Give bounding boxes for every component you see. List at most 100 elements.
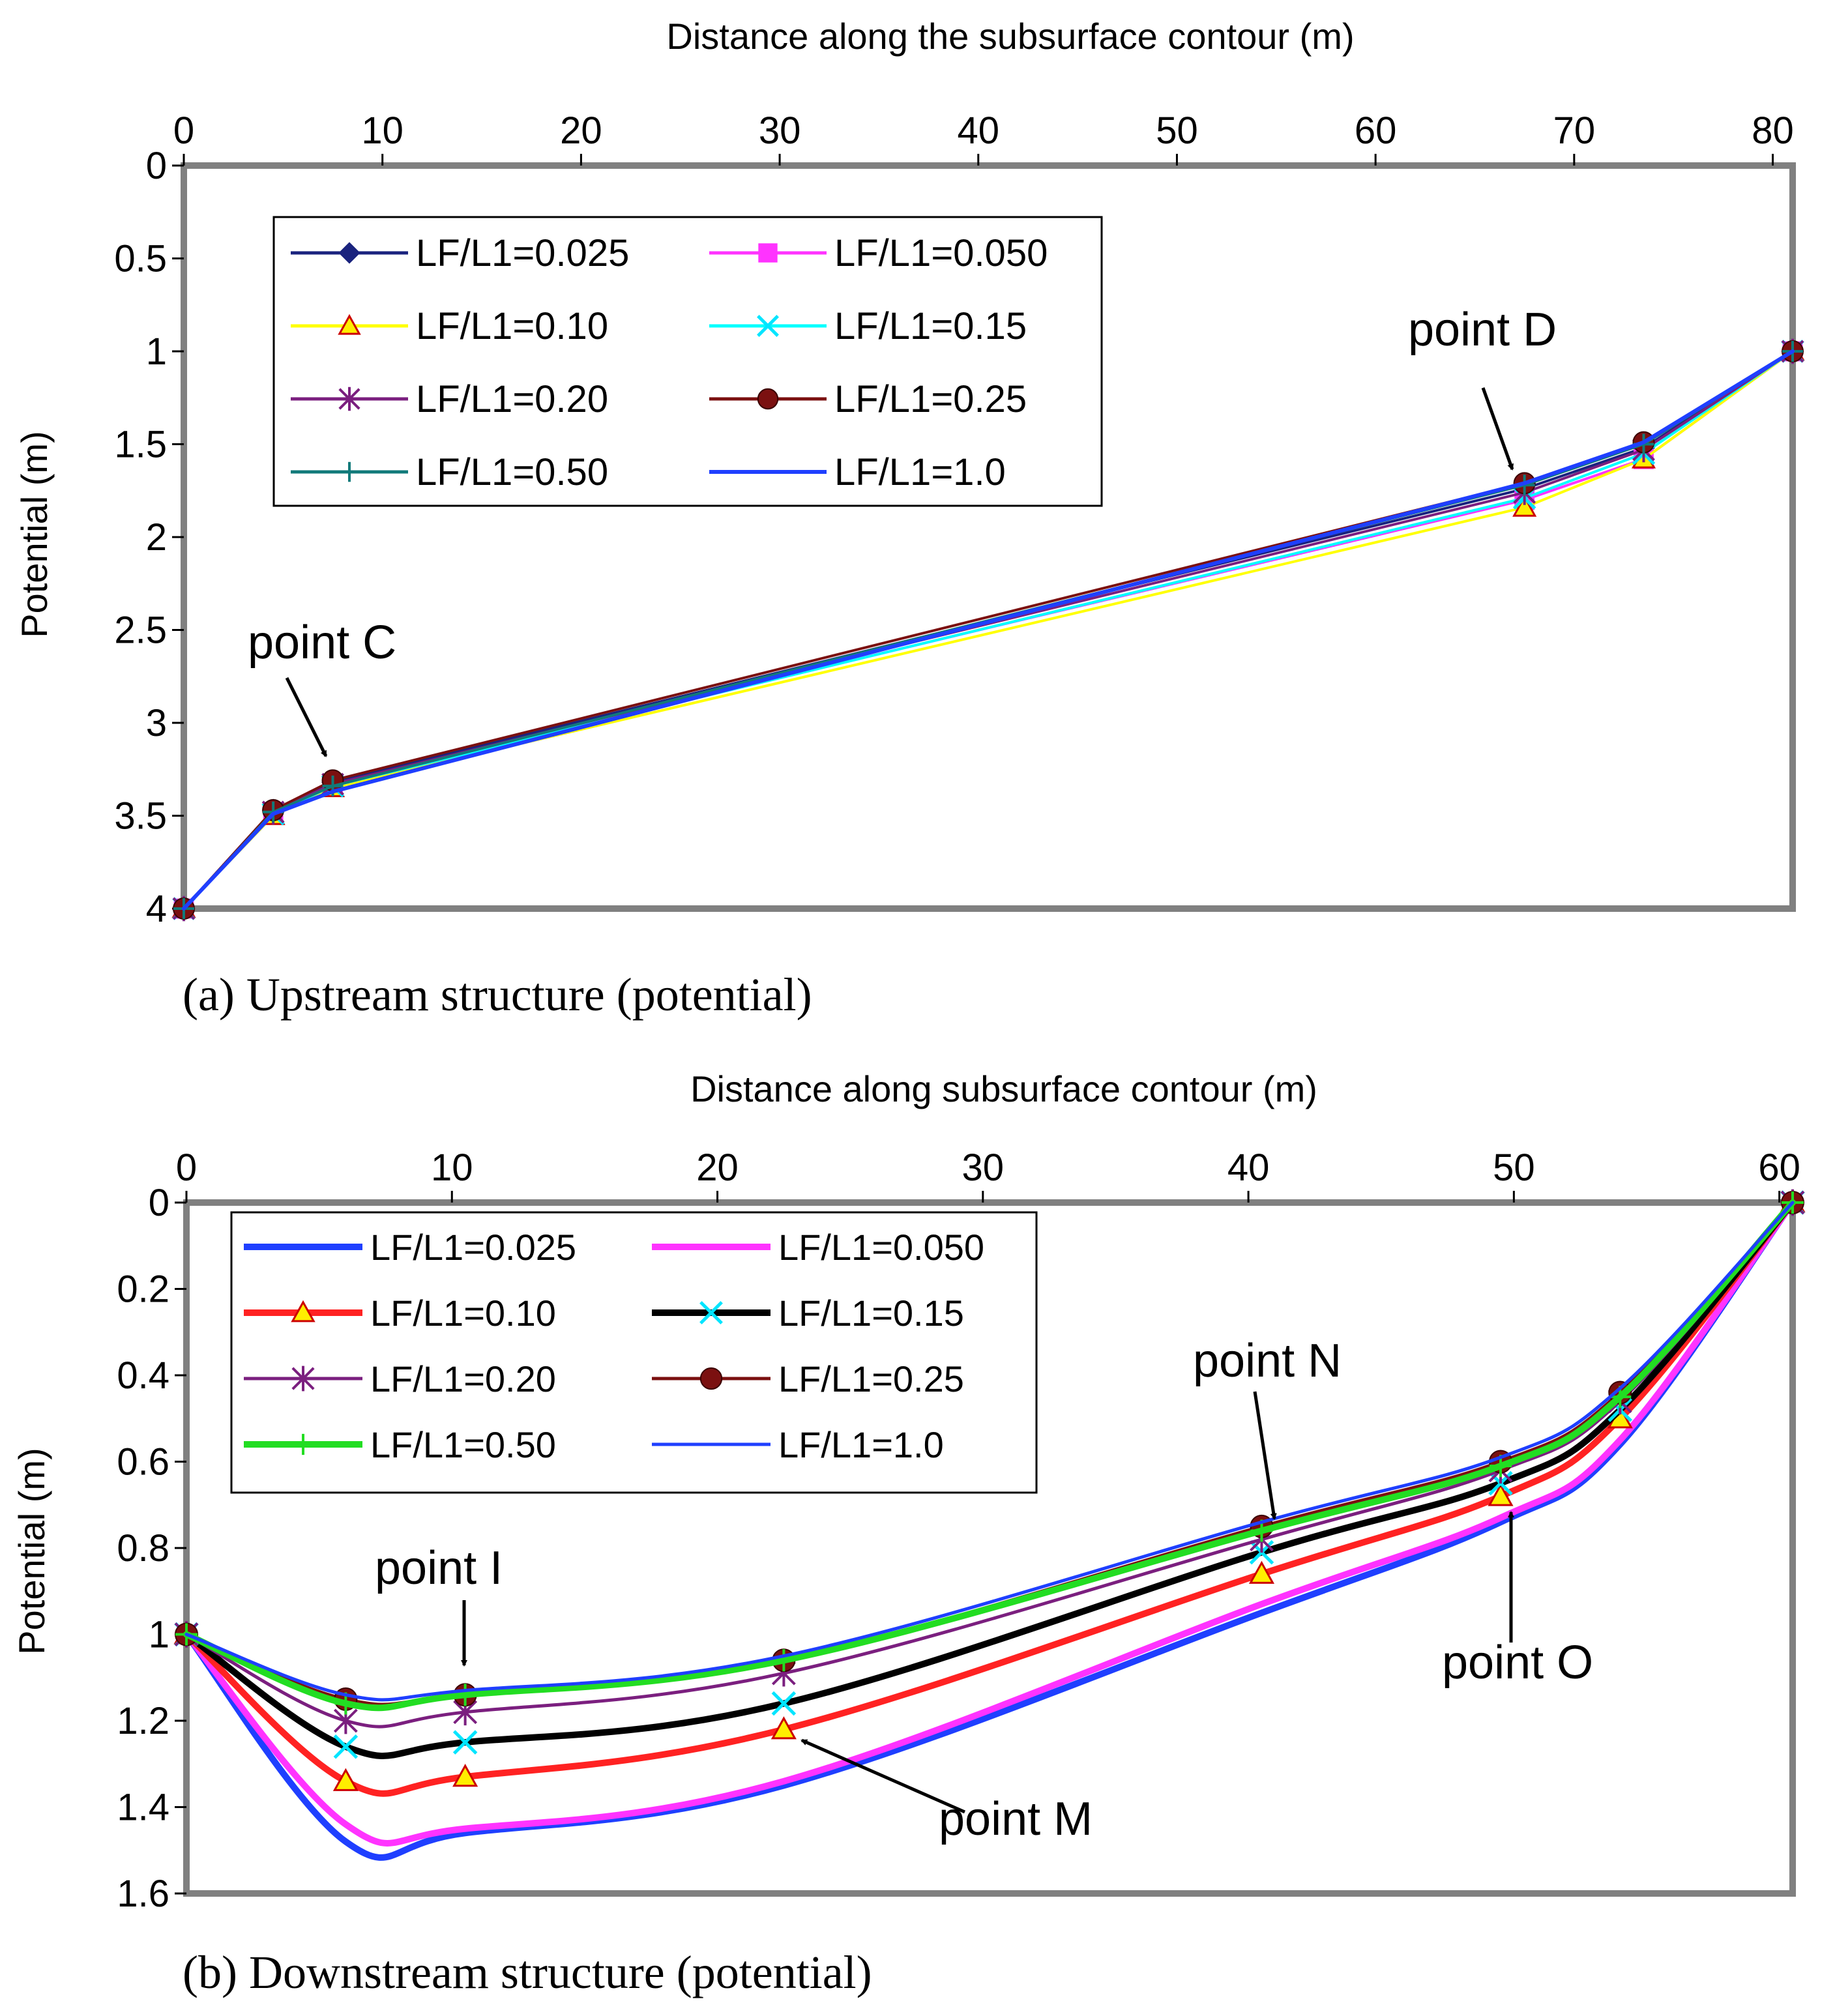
legend-marker-lf-l1-0-50 [292, 1433, 314, 1455]
annotation-point-o: point O [1442, 1637, 1593, 1689]
data-point-lf-l1-0-15 [452, 1730, 478, 1755]
legend-label-lf-l1-0-15: LF/L1=0.15 [834, 305, 1027, 347]
annotation-point-i: point I [375, 1542, 503, 1594]
legend-label-lf-l1-0-20: LF/L1=0.20 [416, 378, 608, 420]
series-line-lf-l1-1-0 [184, 1201, 1795, 1702]
x-tick-label: 0 [176, 1147, 197, 1189]
legend-marker-lf-l1-0-25 [699, 1367, 723, 1390]
x-tick-label: 50 [1493, 1147, 1535, 1189]
x-axis-title-downstream: Distance along subsurface contour (m) [690, 1068, 1317, 1109]
x-tick-label: 20 [696, 1147, 739, 1189]
legend-marker-lf-l1-0-25 [757, 388, 779, 410]
y-tick-label: 3 [146, 702, 167, 744]
legend-marker-lf-l1-0-10 [338, 314, 361, 335]
legend-marker-lf-l1-0-20 [291, 1366, 315, 1392]
x-tick-label: 30 [962, 1147, 1005, 1189]
data-point-lf-l1-0-10 [1248, 1560, 1274, 1584]
annotation-point-n: point N [1193, 1335, 1342, 1387]
y-tick-label: 0.5 [114, 238, 167, 280]
legend-marker-lf-l1-0-10 [291, 1300, 316, 1322]
annotation-point-c: point C [248, 617, 396, 669]
legend-label-lf-l1-0-025: LF/L1=0.025 [416, 232, 629, 274]
y-tick-label: 1.6 [117, 1873, 169, 1915]
legend-label-lf-l1-0-25: LF/L1=0.25 [834, 378, 1027, 420]
data-point-lf-l1-0-10 [332, 1768, 359, 1791]
x-tick-label: 70 [1553, 110, 1596, 152]
x-tick-label: 10 [431, 1147, 473, 1189]
x-tick-label: 10 [361, 110, 404, 152]
legend-label-lf-l1-0-050: LF/L1=0.050 [834, 232, 1048, 274]
legend-label-lf-l1-0-20: LF/L1=0.20 [370, 1358, 556, 1399]
legend-label-lf-l1-0-25: LF/L1=0.25 [778, 1358, 964, 1399]
legend-label-lf-l1-0-025: LF/L1=0.025 [370, 1227, 576, 1268]
series-line-lf-l1-0-10 [183, 1199, 1796, 1797]
legend-upstream [272, 216, 1103, 507]
y-tick-label: 0 [149, 1182, 169, 1224]
series-line-lf-l1-0-15 [183, 1199, 1796, 1759]
data-point-lf-l1-0-10 [1512, 495, 1537, 517]
caption-downstream: (b) Downstream structure (potential) [183, 1946, 872, 1998]
y-tick-label: 0 [146, 145, 167, 187]
legend-marker-lf-l1-0-15 [699, 1301, 723, 1324]
legend-label-lf-l1-0-50: LF/L1=0.50 [370, 1424, 556, 1465]
arrow-point-n [1253, 1391, 1277, 1520]
legend-label-lf-l1-0-50: LF/L1=0.50 [416, 451, 608, 493]
x-tick-label: 60 [1355, 110, 1397, 152]
legend-marker-lf-l1-0-20 [338, 387, 360, 411]
data-point-lf-l1-0-10 [452, 1764, 478, 1787]
x-tick-label: 40 [958, 110, 1000, 152]
y-tick-label: 1 [149, 1614, 169, 1656]
legend-marker-lf-l1-0-025 [338, 242, 360, 264]
arrow-point-m [800, 1738, 966, 1814]
series-line-lf-l1-0-20 [184, 1201, 1795, 1729]
x-tick-label: 30 [759, 110, 801, 152]
y-tick-label: 1.2 [117, 1700, 169, 1742]
series-line-lf-l1-0-50 [183, 1199, 1796, 1712]
data-point-lf-l1-0-10 [1488, 1483, 1514, 1506]
legend-label-lf-l1-0-10: LF/L1=0.10 [416, 305, 608, 347]
legend-marker-lf-l1-0-050 [758, 243, 778, 263]
legend-label-lf-l1-0-050: LF/L1=0.050 [778, 1227, 984, 1268]
chart-upstream: 0 10 20 30 40 50 60 70 80 0 0.5 1 1.5 2 2.5 3 3.5 4 Dista… [14, 16, 1805, 1021]
legend-label-lf-l1-1-0: LF/L1=1.0 [834, 451, 1006, 493]
legend-marker-lf-l1-0-15 [757, 315, 779, 337]
y-tick-label: 1.5 [114, 424, 167, 466]
y-tick-label: 0.8 [117, 1527, 169, 1570]
y-tick-label: 1.4 [117, 1787, 169, 1829]
chart-downstream: 0 10 20 30 40 50 60 0 0.2 0.4 0.6 0.8 1 1.2 1.4 1.6 Dis… [11, 1068, 1806, 1998]
arrow-point-c [285, 677, 328, 757]
data-point-lf-l1-0-15 [771, 1691, 797, 1716]
y-tick-label: 0.2 [117, 1268, 169, 1311]
x-tick-label: 60 [1758, 1147, 1800, 1189]
y-tick-label: 2 [146, 516, 167, 559]
y-tick-label: 0.6 [117, 1441, 169, 1483]
x-tick-label: 50 [1156, 110, 1198, 152]
data-point-lf-l1-0-50 [454, 1684, 477, 1706]
annotation-point-m: point M [939, 1793, 1093, 1845]
y-tick-label: 2.5 [114, 609, 167, 652]
data-point-lf-l1-0-15 [333, 1734, 359, 1759]
arrow-point-d [1481, 387, 1514, 471]
y-tick-label: 1 [146, 330, 167, 373]
x-tick-label: 80 [1752, 110, 1794, 152]
series-line-lf-l1-1-0 [182, 349, 1795, 911]
legend-marker-lf-l1-0-50 [339, 461, 360, 482]
y-axis-title-upstream: Potential (m) [14, 431, 55, 637]
x-tick-label: 40 [1227, 1147, 1270, 1189]
legend-label-lf-l1-0-15: LF/L1=0.15 [778, 1293, 964, 1334]
legend-downstream [230, 1211, 1038, 1494]
x-tick-label: 0 [173, 110, 194, 152]
x-tick-label: 20 [560, 110, 602, 152]
data-point-lf-l1-0-50 [772, 1649, 795, 1672]
caption-upstream: (a) Upstream structure (potential) [183, 969, 812, 1021]
y-tick-label: 0.4 [117, 1354, 169, 1397]
legend-label-lf-l1-1-0: LF/L1=1.0 [778, 1424, 944, 1465]
y-tick-label: 3.5 [114, 795, 167, 838]
x-axis-title-upstream: Distance along the subsurface contour (m… [666, 16, 1354, 57]
annotation-point-d: point D [1408, 304, 1557, 356]
y-tick-label: 4 [146, 888, 167, 930]
legend-label-lf-l1-0-10: LF/L1=0.10 [370, 1293, 556, 1334]
series-line-lf-l1-0-050 [183, 1199, 1796, 1847]
data-point-lf-l1-0-10 [771, 1716, 797, 1740]
